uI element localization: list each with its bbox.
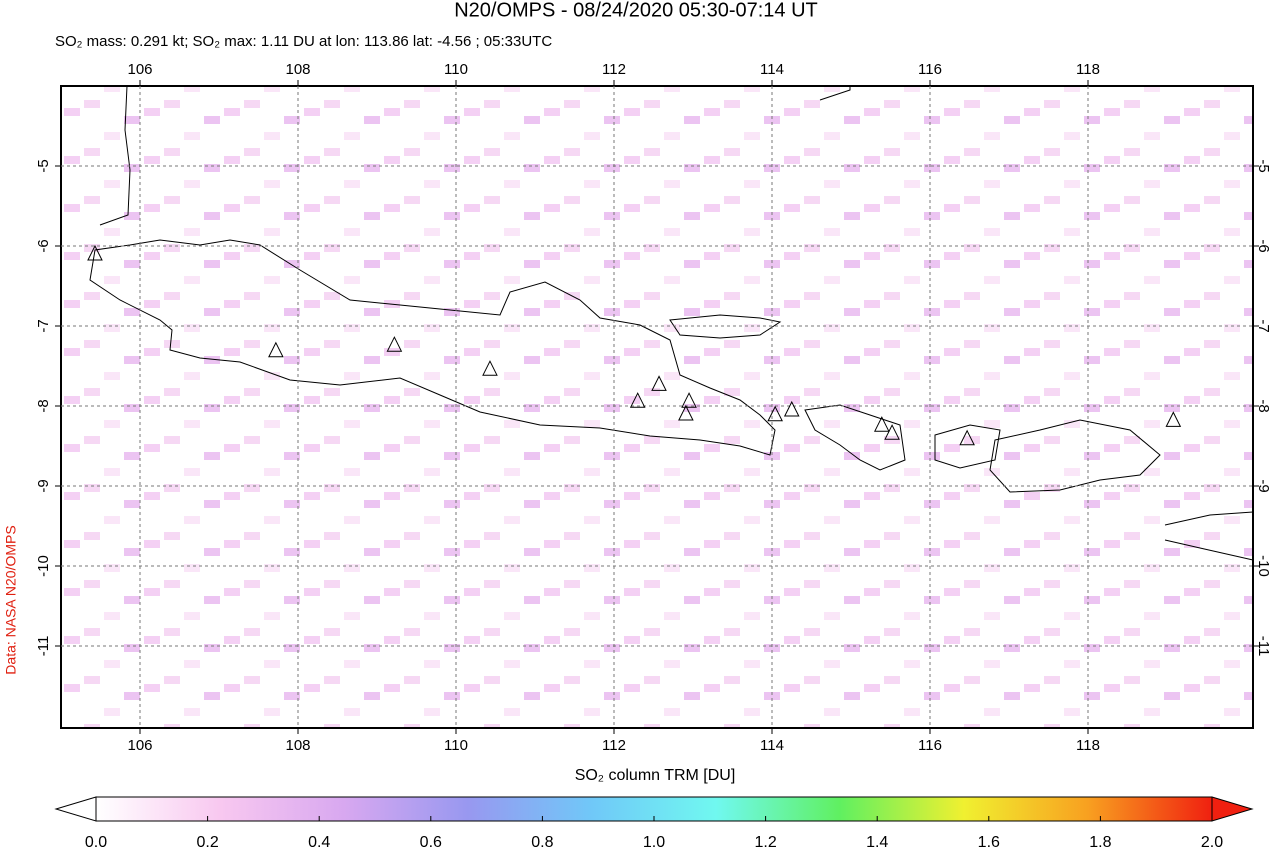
colorbar-tick-label: 0.6 xyxy=(420,834,442,851)
y-tick-label: -8 xyxy=(35,399,52,412)
colorbar-tick-label: 0.4 xyxy=(308,834,330,851)
x-tick-label: 112 xyxy=(602,737,626,754)
colorbar-tick-label: 0.0 xyxy=(85,834,107,851)
colorbar-tick-label: 2.0 xyxy=(1201,834,1223,851)
volcano xyxy=(681,392,697,408)
y-tick-label: -5 xyxy=(35,159,52,172)
volcano xyxy=(884,424,900,440)
volcano xyxy=(268,341,284,358)
y-tick-label: -6 xyxy=(35,239,52,252)
x-tick-label: 110 xyxy=(444,737,468,754)
x-tick-label: 106 xyxy=(127,737,152,754)
x-tick-label: 118 xyxy=(1076,61,1100,78)
colorbar-label: SO₂ column TRM [DU] xyxy=(575,767,736,784)
colorbar-under xyxy=(54,796,97,822)
credit: Data: NASA N20/OMPS xyxy=(3,525,19,674)
colorbar-tick-label: 0.2 xyxy=(196,834,218,851)
colorbar-tick-label: 1.2 xyxy=(754,834,776,851)
subtitle: SO₂ mass: 0.291 kt; SO₂ max: 1.11 DU at … xyxy=(55,33,552,50)
volcano xyxy=(87,244,103,261)
colorbar-tick-label: 1.6 xyxy=(978,834,1000,851)
y-tick-label: -5 xyxy=(1255,159,1272,172)
volcano xyxy=(629,392,646,408)
volcano xyxy=(1165,411,1182,427)
colorbar-tick-label: 1.4 xyxy=(866,834,888,851)
y-tick-label: -6 xyxy=(1255,239,1272,252)
y-tick-label: -9 xyxy=(1255,479,1272,492)
x-tick-label: 116 xyxy=(918,737,942,754)
y-tick-label: -11 xyxy=(1255,636,1272,657)
y-tick-label: -11 xyxy=(35,636,52,657)
map-frame xyxy=(60,85,1254,729)
x-tick-label: 108 xyxy=(285,737,310,754)
coastline xyxy=(89,85,1254,561)
y-tick-label: -9 xyxy=(35,479,52,492)
volcano xyxy=(651,375,667,391)
map-background xyxy=(61,86,1253,728)
volcano xyxy=(959,429,975,446)
x-tick-label: 106 xyxy=(127,61,152,78)
x-tick-label: 112 xyxy=(602,61,626,78)
x-tick-label: 116 xyxy=(918,61,942,78)
x-tick-label: 110 xyxy=(444,61,468,78)
volcano xyxy=(767,405,783,422)
title: N20/OMPS - 08/24/2020 05:30-07:14 UT xyxy=(454,0,818,21)
volcano xyxy=(386,336,403,352)
x-tick-label: 114 xyxy=(760,61,784,78)
y-tick-label: -7 xyxy=(35,319,52,332)
volcano xyxy=(678,404,694,421)
x-tick-label: 108 xyxy=(285,61,310,78)
x-tick-label: 114 xyxy=(760,737,784,754)
volcano xyxy=(874,416,890,432)
x-tick-label: 118 xyxy=(1076,737,1100,754)
y-tick-label: -8 xyxy=(1255,399,1272,412)
volcano xyxy=(482,360,498,376)
y-tick-label: -10 xyxy=(1255,555,1272,577)
colorbar-tick-label: 1.0 xyxy=(643,834,665,851)
colorbar-over xyxy=(1211,796,1254,822)
y-tick-label: -7 xyxy=(1255,319,1272,332)
volcano xyxy=(783,400,800,417)
y-tick-label: -10 xyxy=(35,555,52,577)
colorbar-tick-label: 1.8 xyxy=(1089,834,1111,851)
colorbar-tick-label: 0.8 xyxy=(531,834,553,851)
